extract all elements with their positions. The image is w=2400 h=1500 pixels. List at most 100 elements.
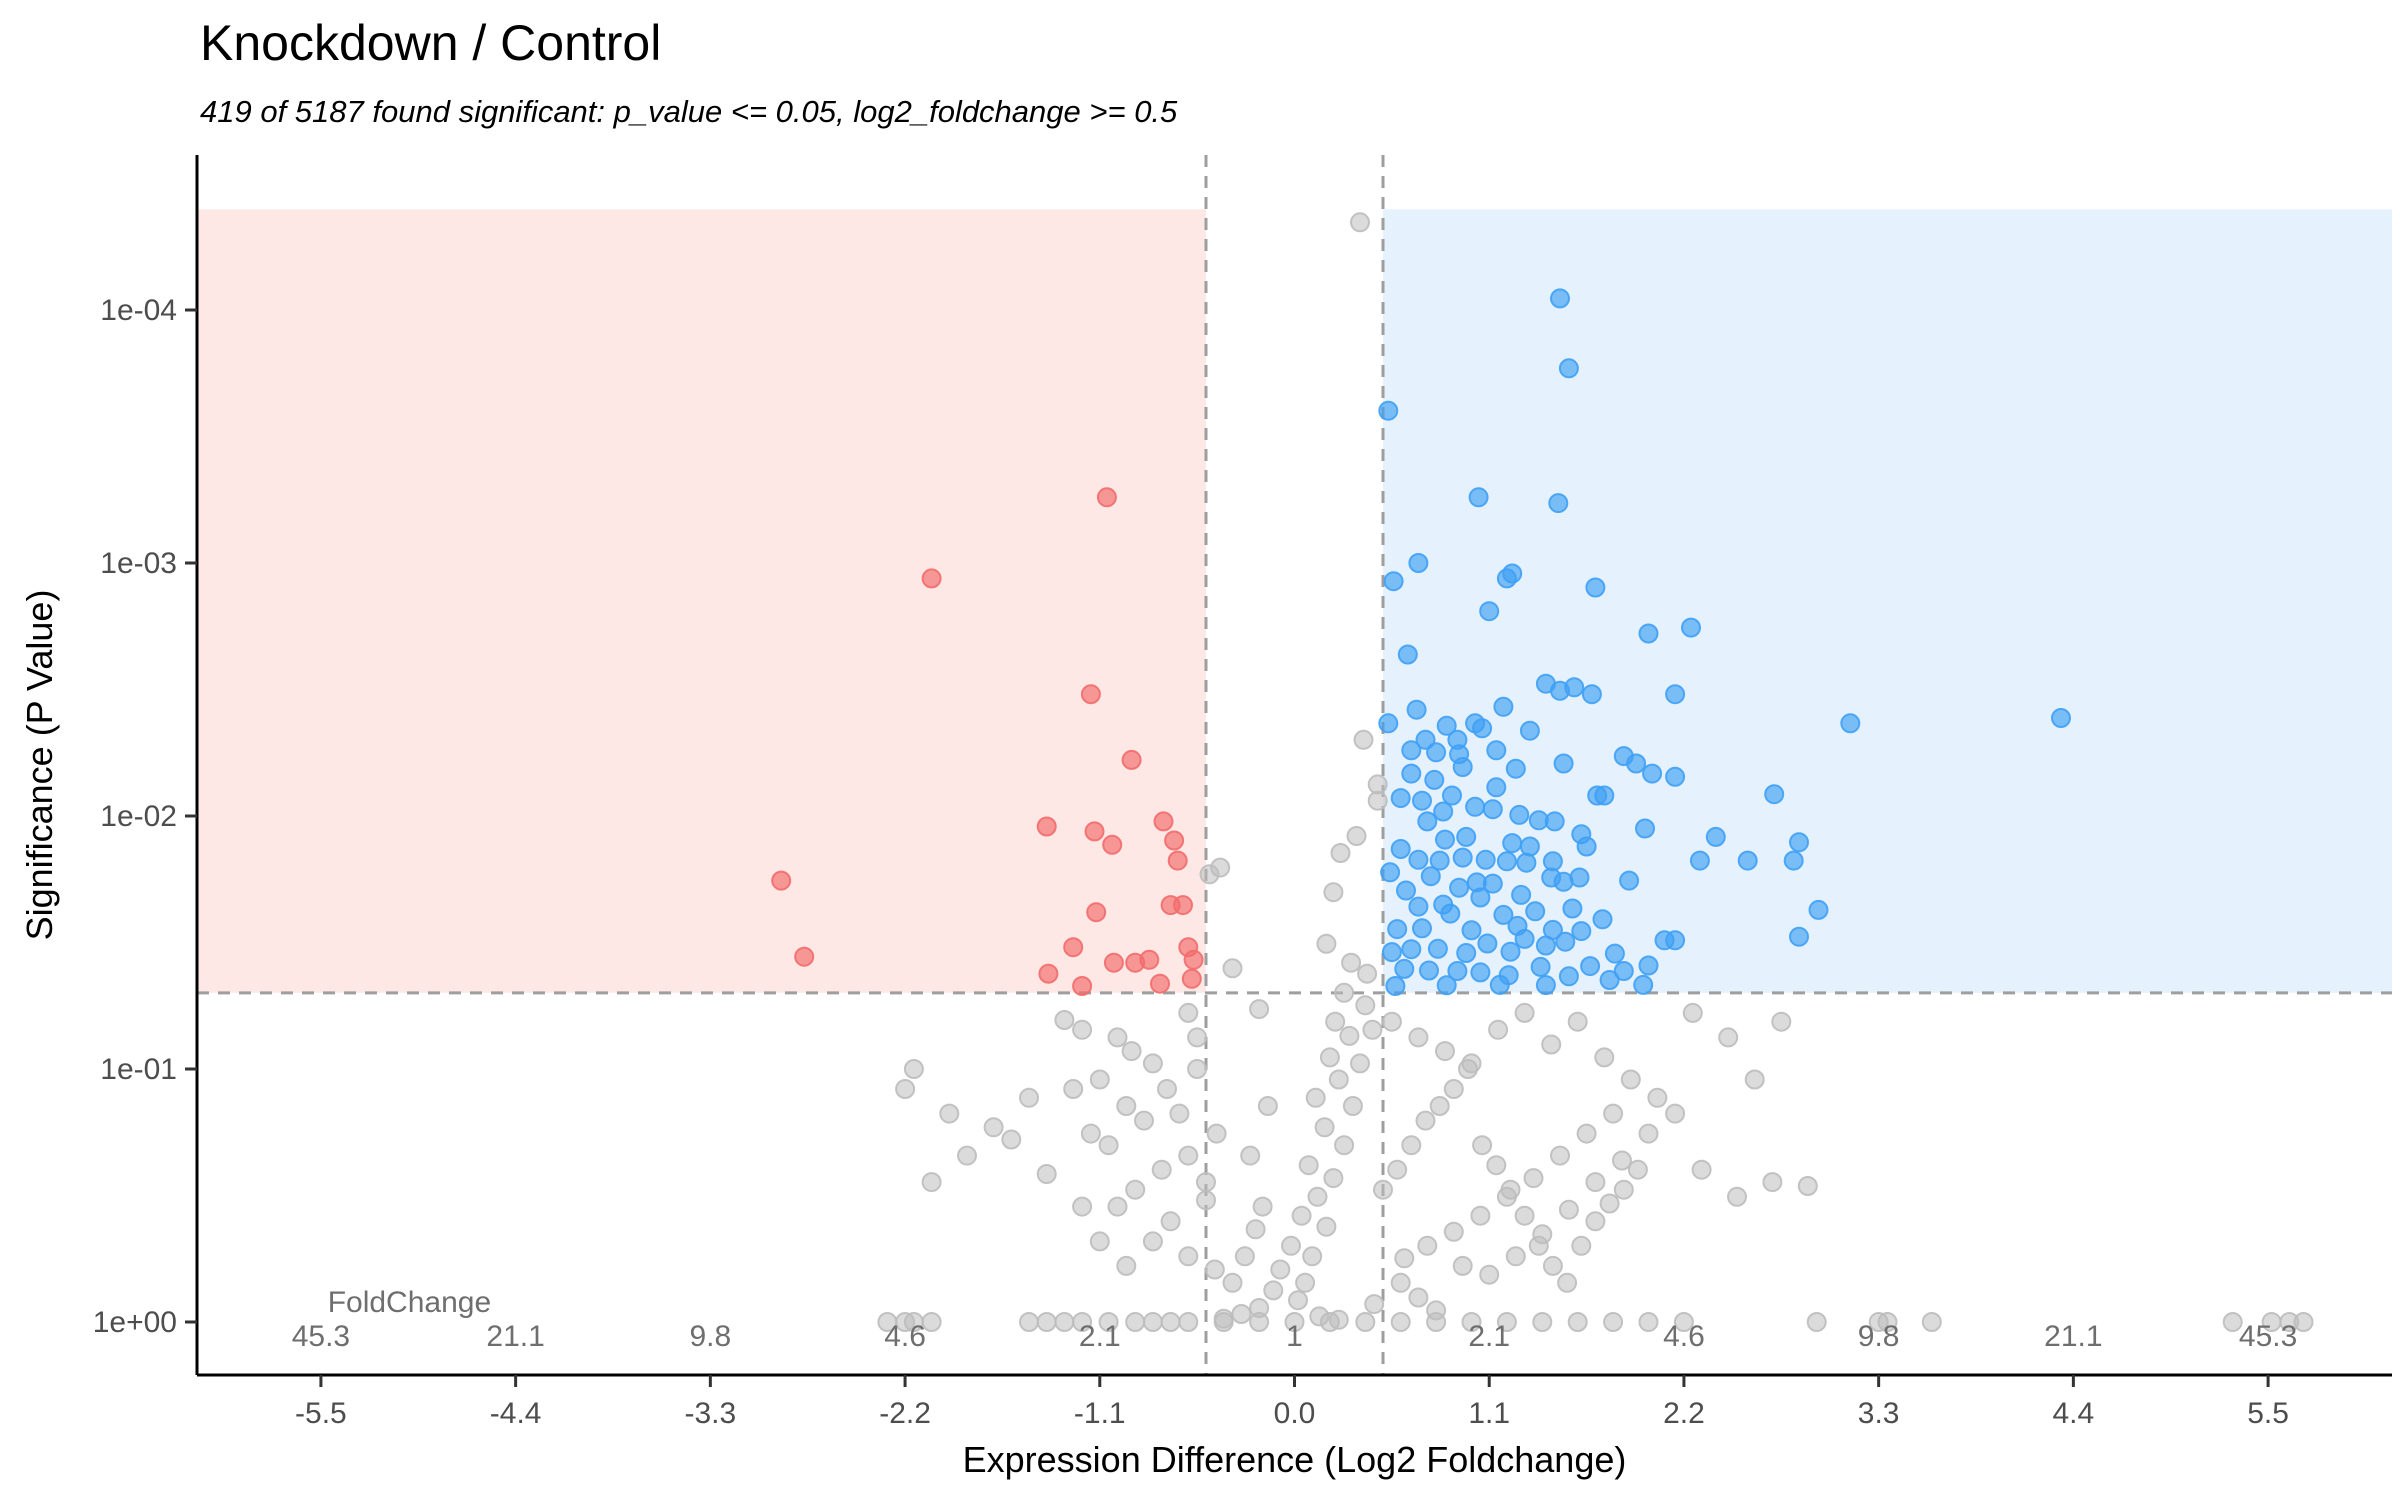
point-ns xyxy=(1234,1246,1255,1267)
point-down xyxy=(1036,816,1057,837)
point-down xyxy=(921,568,942,589)
threshold-lines xyxy=(197,155,2392,1375)
point-ns xyxy=(1472,1135,1493,1156)
point-ns xyxy=(1443,1079,1464,1099)
x-tick-label: -3.3 xyxy=(684,1397,736,1430)
x-tick-label: 0.0 xyxy=(1274,1397,1316,1430)
point-up xyxy=(1571,921,1592,942)
point-ns xyxy=(1532,1312,1553,1332)
point-ns xyxy=(1063,1079,1084,1099)
point-ns xyxy=(1298,1155,1319,1176)
point-up xyxy=(1475,849,1496,870)
point-up xyxy=(1456,826,1477,847)
point-ns xyxy=(1426,1312,1447,1332)
point-ns xyxy=(1638,1123,1659,1144)
point-ns xyxy=(1316,933,1337,954)
point-ns xyxy=(1390,1272,1411,1293)
point-ns xyxy=(1603,1312,1624,1332)
point-up xyxy=(1486,740,1507,761)
point-ns xyxy=(1571,1235,1592,1256)
point-up xyxy=(1447,961,1468,981)
point-up xyxy=(1558,966,1579,987)
point-up xyxy=(1613,746,1634,767)
point-ns xyxy=(1718,1027,1739,1048)
point-up xyxy=(1564,677,1585,698)
point-ns xyxy=(1334,982,1355,1003)
point-down xyxy=(1121,749,1142,770)
point-ns xyxy=(1357,963,1378,984)
y-tick-label: 1e-01 xyxy=(100,1053,177,1086)
point-up xyxy=(1401,763,1422,784)
point-up xyxy=(1433,894,1454,915)
point-ns xyxy=(1222,958,1243,979)
point-ns xyxy=(1160,1211,1181,1232)
significance-regions xyxy=(197,209,2392,993)
point-up xyxy=(1427,938,1448,959)
point-ns xyxy=(1305,1087,1326,1108)
point-up xyxy=(1429,850,1450,871)
point-up xyxy=(1681,617,1701,638)
point-ns xyxy=(1346,826,1367,846)
point-up xyxy=(1452,757,1473,777)
point-up xyxy=(1638,955,1659,976)
point-ns xyxy=(1080,1123,1101,1144)
point-ns xyxy=(1523,1168,1544,1189)
point-up xyxy=(1638,623,1659,644)
point-up xyxy=(1783,850,1804,871)
point-up xyxy=(1493,904,1514,925)
point-ns xyxy=(1210,857,1231,878)
point-up xyxy=(1390,839,1411,859)
foldchange-title: FoldChange xyxy=(328,1286,491,1319)
point-ns xyxy=(1019,1312,1039,1332)
point-ns xyxy=(1806,1312,1827,1332)
point-ns xyxy=(1019,1087,1039,1108)
up-region xyxy=(1383,209,2392,993)
point-up xyxy=(1580,956,1601,977)
foldchange-label: 4.6 xyxy=(1663,1320,1705,1353)
point-up xyxy=(1764,784,1785,805)
point-up xyxy=(1530,956,1551,977)
point-ns xyxy=(1116,1255,1137,1276)
point-ns xyxy=(1613,1179,1634,1200)
point-ns xyxy=(1470,1205,1491,1226)
foldchange-label: 45.3 xyxy=(2239,1320,2297,1353)
point-ns xyxy=(1542,1255,1563,1276)
x-tick-label: 3.3 xyxy=(1858,1397,1900,1430)
point-up xyxy=(1541,867,1562,888)
y-tick-label: 1e-02 xyxy=(100,800,177,833)
point-ns xyxy=(1169,1103,1190,1124)
point-ns xyxy=(1528,1235,1549,1256)
point-ns xyxy=(1921,1312,1942,1332)
point-up xyxy=(1452,847,1473,868)
point-up xyxy=(1390,788,1411,809)
x-tick-label: -5.5 xyxy=(295,1397,347,1430)
point-up xyxy=(1553,753,1574,774)
point-up xyxy=(1519,836,1540,857)
foldchange-label: 9.8 xyxy=(1858,1320,1900,1353)
point-ns xyxy=(1178,1246,1199,1267)
point-ns xyxy=(1627,1159,1648,1180)
point-ns xyxy=(1089,1231,1110,1252)
point-up xyxy=(1542,919,1563,940)
point-ns xyxy=(1381,1011,1402,1032)
point-up xyxy=(1665,930,1686,951)
foldchange-label: 21.1 xyxy=(486,1320,544,1353)
point-ns xyxy=(1334,1135,1355,1156)
point-ns xyxy=(1429,1096,1450,1116)
point-down xyxy=(771,870,792,891)
point-up xyxy=(1408,849,1429,870)
foldchange-label: 2.1 xyxy=(1468,1320,1510,1353)
point-ns xyxy=(1585,1172,1606,1193)
point-ns xyxy=(1231,1304,1252,1324)
point-ns xyxy=(2222,1312,2243,1332)
point-ns xyxy=(1206,1123,1227,1144)
point-ns xyxy=(1187,1027,1208,1048)
point-ns xyxy=(1240,1145,1261,1166)
point-up xyxy=(1599,970,1620,990)
point-ns xyxy=(1567,1011,1588,1032)
point-ns xyxy=(1341,952,1362,973)
point-down xyxy=(1038,963,1059,984)
point-ns xyxy=(1762,1172,1783,1193)
